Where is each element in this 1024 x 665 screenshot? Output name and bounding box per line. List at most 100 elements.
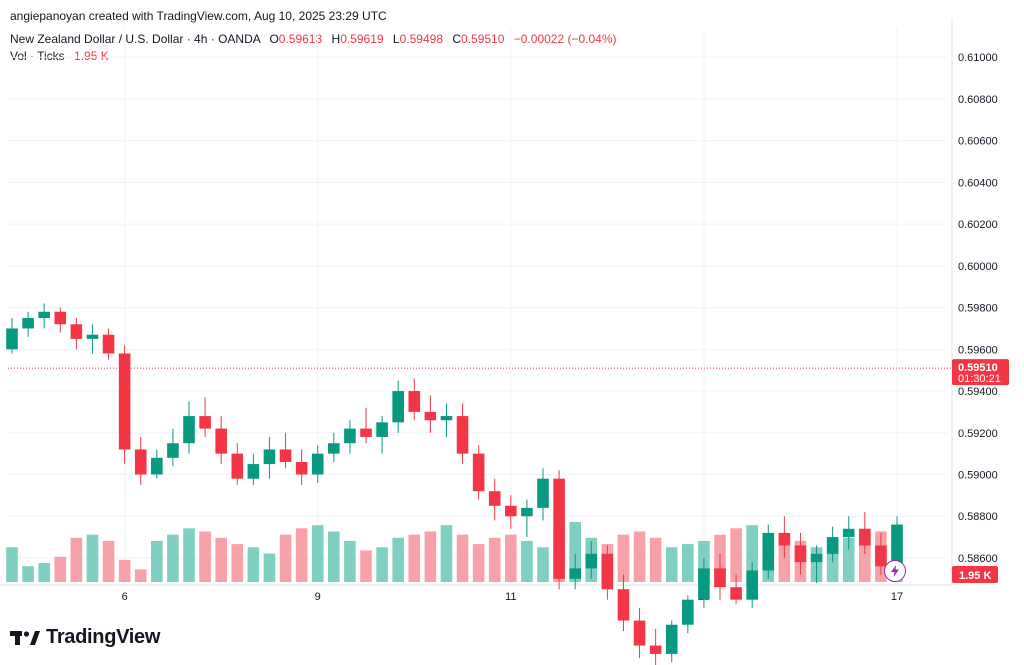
y-tick-label: 0.60600 — [958, 136, 998, 148]
volume-bar — [537, 547, 549, 582]
volume-bar — [376, 547, 388, 582]
change-value: −0.00022 (−0.04%) — [513, 32, 617, 46]
candle-body — [794, 545, 807, 563]
volume-bar — [295, 528, 308, 582]
volume-bar — [521, 540, 533, 582]
high-label: H — [331, 32, 341, 46]
candle-body — [295, 461, 308, 475]
volume-bar — [665, 547, 678, 582]
volume-bar — [682, 544, 694, 582]
low-value: 0.59498 — [399, 32, 443, 46]
open-label: O — [269, 32, 279, 46]
volume-bar — [311, 525, 324, 582]
volume-value: 1.95 K — [74, 49, 109, 63]
x-tick-label: 6 — [122, 591, 128, 603]
candle-body — [247, 464, 260, 479]
x-tick-label: 9 — [315, 591, 321, 603]
volume-bar — [263, 553, 276, 582]
volume-bar — [424, 531, 437, 582]
y-tick-label: 0.59000 — [958, 470, 998, 482]
candle-body — [714, 568, 726, 588]
volume-bar — [86, 534, 99, 582]
symbol-label[interactable]: New Zealand Dollar / U.S. Dollar · 4h · … — [10, 32, 261, 46]
candle-body — [167, 443, 179, 458]
candle-body — [199, 416, 211, 429]
volume-bar — [617, 534, 630, 582]
volume-bar — [569, 522, 581, 582]
volume-bar — [488, 537, 501, 582]
candle-body — [86, 334, 99, 339]
candle-body — [54, 311, 67, 325]
candle-body — [22, 318, 34, 329]
ohlc-legend: New Zealand Dollar / U.S. Dollar · 4h · … — [10, 32, 617, 64]
candle-body — [585, 553, 598, 569]
candle-body — [842, 528, 855, 538]
candle-body — [826, 537, 839, 554]
close-label: C — [452, 32, 462, 46]
volume-bar — [199, 531, 211, 582]
volume-bar — [360, 550, 372, 582]
candle-body — [488, 491, 501, 506]
volume-bar — [746, 525, 758, 582]
y-tick-label: 0.59600 — [958, 344, 998, 356]
last-price-tag — [952, 359, 1009, 386]
candle-body — [424, 411, 437, 421]
candle-body — [875, 545, 887, 567]
volume-bar — [118, 559, 131, 582]
high-value: 0.59619 — [340, 32, 384, 46]
volume-bar — [859, 534, 871, 582]
candle-body — [472, 453, 485, 492]
volume-bar — [842, 537, 855, 582]
volume-label[interactable]: Vol · Ticks — [10, 49, 65, 63]
volume-bar — [344, 540, 356, 582]
volume-bar — [730, 528, 742, 582]
candle-body — [328, 443, 340, 454]
y-tick-label: 0.59200 — [958, 428, 998, 440]
candle-body — [456, 416, 469, 454]
candle-body — [6, 328, 18, 350]
x-tick-label: 11 — [505, 591, 516, 603]
volume-legend-row: Vol · Ticks 1.95 K — [10, 49, 617, 64]
countdown-timer: 01:30:21 — [958, 373, 1001, 385]
y-tick-label: 0.60000 — [958, 261, 998, 273]
candle-body — [649, 645, 662, 654]
volume-bar — [328, 531, 340, 582]
candle-body — [762, 532, 775, 571]
low-label: L — [392, 32, 400, 46]
x-tick-label: 17 — [891, 591, 903, 603]
tradingview-wordmark: TradingView — [46, 626, 161, 648]
volume-bar — [231, 544, 244, 582]
y-tick-label: 0.60400 — [958, 177, 998, 189]
candle-body — [360, 428, 372, 437]
candle-body — [810, 553, 823, 563]
volume-bar — [826, 544, 839, 582]
candle-body — [505, 505, 517, 517]
volume-bar — [408, 534, 421, 582]
candle-body — [118, 353, 131, 450]
candle-body — [778, 532, 791, 546]
volume-bar — [392, 537, 404, 582]
candle-body — [70, 324, 83, 339]
volume-bar — [183, 528, 195, 582]
candle-body — [682, 599, 694, 625]
candle-body — [38, 311, 50, 319]
candle-body — [279, 449, 292, 462]
lightning-icon[interactable] — [884, 560, 906, 582]
volume-bar — [6, 547, 18, 582]
ohlc-row: New Zealand Dollar / U.S. Dollar · 4h · … — [10, 32, 617, 47]
attribution-text: angiepanoyan created with TradingView.co… — [10, 9, 387, 23]
candle-body — [730, 587, 742, 600]
tradingview-logo[interactable]: TradingView — [10, 626, 160, 649]
candle-body — [263, 449, 276, 465]
candle-body — [746, 570, 758, 600]
y-tick-label: 0.58600 — [958, 553, 998, 565]
tradingview-logo-icon — [10, 630, 40, 645]
volume-bar — [102, 540, 115, 582]
candle-body — [553, 478, 565, 579]
candle-body — [408, 391, 421, 412]
y-tick-label: 0.60800 — [958, 94, 998, 106]
volume-bar — [440, 525, 453, 582]
volume-bar — [215, 537, 227, 582]
close-value: 0.59510 — [461, 32, 505, 46]
